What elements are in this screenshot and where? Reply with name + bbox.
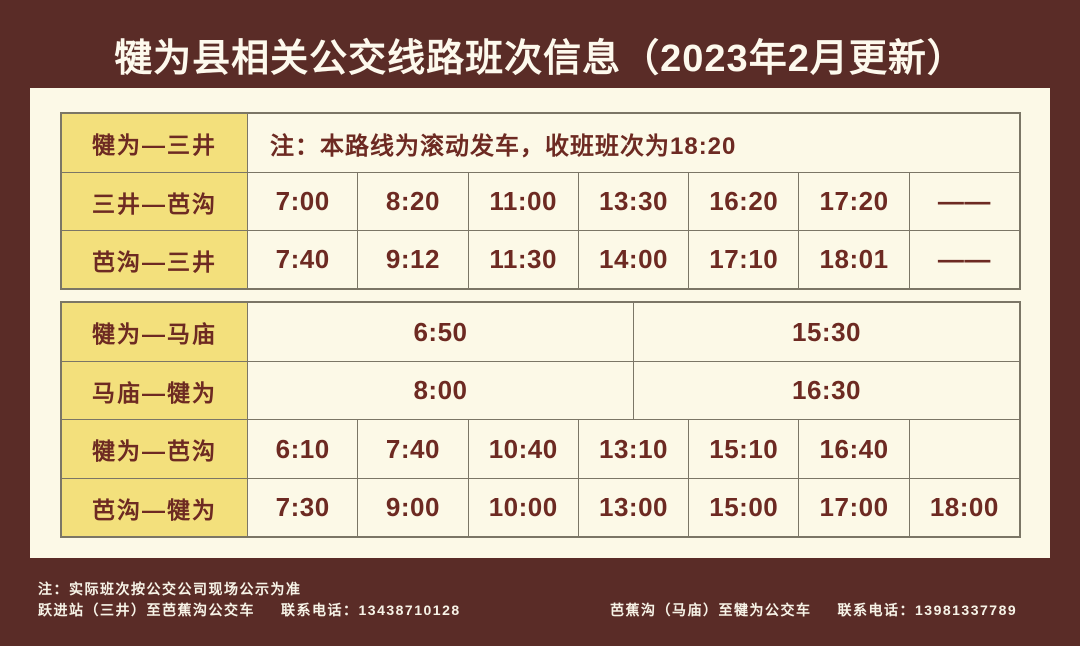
time-cell: 6:10 xyxy=(248,420,359,478)
route-label: 三井—芭沟 xyxy=(62,173,248,230)
table-row: 马庙—犍为 8:00 16:30 xyxy=(62,362,1019,420)
time-cell: 18:01 xyxy=(799,231,910,288)
route-label: 犍为—芭沟 xyxy=(62,420,248,478)
table-row: 芭沟—三井 7:40 9:12 11:30 14:00 17:10 18:01 … xyxy=(62,231,1019,288)
page-title: 犍为县相关公交线路班次信息（2023年2月更新） xyxy=(114,38,966,80)
time-cell: 11:00 xyxy=(469,173,579,230)
footer-right-route: 芭蕉沟（马庙）至犍为公交车 xyxy=(610,602,812,618)
table-row: 犍为—三井 注：本路线为滚动发车，收班班次为18:20 xyxy=(62,114,1019,173)
time-cell: 9:00 xyxy=(358,479,469,536)
time-cell: 17:00 xyxy=(799,479,910,536)
time-cell: 14:00 xyxy=(579,231,690,288)
table-row: 芭沟—犍为 7:30 9:00 10:00 13:00 15:00 17:00 … xyxy=(62,479,1019,536)
route-label: 犍为—三井 xyxy=(62,114,248,172)
footer-right-phone: 联系电话：13981337789 xyxy=(837,602,1018,618)
route-note: 注：本路线为滚动发车，收班班次为18:20 xyxy=(270,132,737,160)
table-row: 三井—芭沟 7:00 8:20 11:00 13:30 16:20 17:20 … xyxy=(62,173,1019,231)
time-cell: 13:30 xyxy=(579,173,690,230)
schedule-panel: 犍为—三井 注：本路线为滚动发车，收班班次为18:20 三井—芭沟 7:00 8… xyxy=(30,88,1050,558)
time-cell: 7:30 xyxy=(248,479,359,536)
time-cell: —— xyxy=(937,244,991,274)
time-cell: 10:00 xyxy=(469,479,579,536)
time-cell: 6:50 xyxy=(248,303,634,361)
time-cell: 7:40 xyxy=(358,420,469,478)
footer-left-route: 跃进站（三井）至芭蕉沟公交车 xyxy=(38,602,255,618)
footer-contact-left: 跃进站（三井）至芭蕉沟公交车 联系电话：13438710128 xyxy=(38,600,461,620)
table-row: 犍为—芭沟 6:10 7:40 10:40 13:10 15:10 16:40 xyxy=(62,420,1019,479)
time-cell: —— xyxy=(937,186,991,216)
time-cell: 8:00 xyxy=(248,362,634,419)
time-cell: 15:10 xyxy=(689,420,800,478)
table-row: 犍为—马庙 6:50 15:30 xyxy=(62,303,1019,362)
footer-contact-right: 芭蕉沟（马庙）至犍为公交车 联系电话：13981337789 xyxy=(610,600,1017,620)
time-cell: 15:00 xyxy=(689,479,800,536)
time-cell: 10:40 xyxy=(469,420,579,478)
time-cell xyxy=(910,420,1019,478)
time-cell: 7:40 xyxy=(248,231,359,288)
time-cell: 15:30 xyxy=(792,316,861,347)
time-cell: 13:10 xyxy=(579,420,690,478)
time-cell: 7:00 xyxy=(248,173,359,230)
time-cell: 17:20 xyxy=(799,173,910,230)
route-label: 犍为—马庙 xyxy=(62,303,248,361)
route-label: 芭沟—三井 xyxy=(62,231,248,288)
schedule-table-sanjing: 犍为—三井 注：本路线为滚动发车，收班班次为18:20 三井—芭沟 7:00 8… xyxy=(60,112,1021,290)
time-cell: 18:00 xyxy=(929,492,999,522)
time-cell: 17:10 xyxy=(689,231,800,288)
time-cell: 16:30 xyxy=(792,375,861,405)
route-label: 马庙—犍为 xyxy=(62,362,248,419)
footer-left-phone: 联系电话：13438710128 xyxy=(281,602,461,618)
schedule-table-mamiao-bagou: 犍为—马庙 6:50 15:30 马庙—犍为 8:00 16:30 犍为—芭沟 … xyxy=(60,301,1021,538)
time-cell: 16:40 xyxy=(799,420,910,478)
time-cell: 13:00 xyxy=(579,479,690,536)
route-label: 芭沟—犍为 xyxy=(62,479,248,536)
footer-disclaimer: 注：实际班次按公交公司现场公示为准 xyxy=(38,581,302,597)
time-cell: 11:30 xyxy=(469,231,579,288)
time-cell: 9:12 xyxy=(358,231,469,288)
time-cell: 16:20 xyxy=(689,173,800,230)
time-cell: 8:20 xyxy=(358,173,469,230)
